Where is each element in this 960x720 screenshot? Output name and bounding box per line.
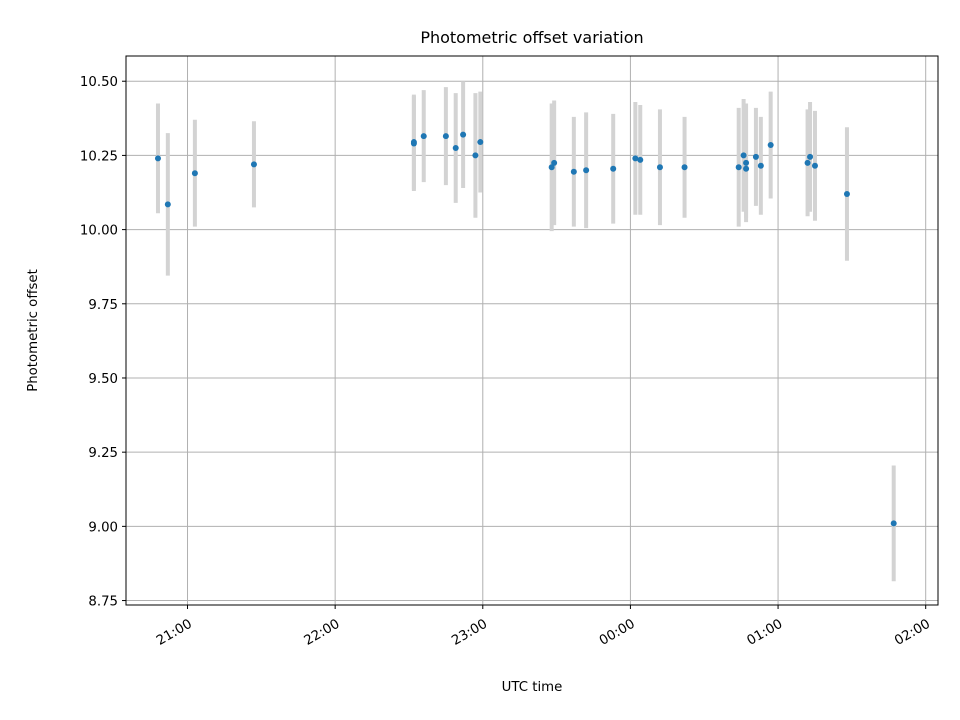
data-point [570, 168, 577, 175]
y-tick-label: 10.00 [80, 224, 118, 239]
data-points [154, 131, 897, 527]
data-point [452, 144, 459, 151]
data-point [442, 133, 449, 140]
data-point [735, 164, 742, 171]
y-tick-label: 9.25 [88, 446, 118, 461]
y-tick-label: 10.25 [80, 149, 118, 164]
data-point [632, 155, 639, 162]
y-axis-label: Photometric offset [26, 269, 41, 392]
data-point [807, 153, 814, 160]
data-point [656, 164, 663, 171]
x-axis-label: UTC time [502, 680, 563, 695]
data-point [767, 142, 774, 149]
data-point [637, 156, 644, 163]
y-tick-label: 9.50 [88, 372, 118, 387]
y-tick-label: 9.00 [88, 520, 118, 535]
data-point [610, 165, 617, 172]
data-point [743, 165, 750, 172]
data-point [548, 164, 555, 171]
data-point [164, 201, 171, 208]
data-point [191, 170, 198, 177]
y-tick-label: 8.75 [88, 595, 118, 610]
data-point [681, 164, 688, 171]
data-point [740, 152, 747, 159]
x-tick-label: 02:00 [892, 617, 933, 649]
x-tick-label: 21:00 [154, 617, 195, 649]
chart-title: Photometric offset variation [420, 28, 643, 47]
data-point [757, 162, 764, 169]
data-point [472, 152, 479, 159]
data-point [752, 153, 759, 160]
data-point [477, 139, 484, 146]
x-tick-label: 23:00 [449, 617, 490, 649]
data-point [890, 520, 897, 527]
data-point [460, 131, 467, 138]
x-tick-label: 01:00 [745, 617, 786, 649]
plot-frame [125, 55, 939, 606]
grid-lines [126, 56, 938, 605]
data-point [420, 133, 427, 140]
data-point [410, 139, 417, 146]
x-tick-label: 00:00 [597, 617, 638, 649]
error-bars [155, 81, 896, 582]
data-point [804, 159, 811, 166]
data-point [154, 155, 161, 162]
y-tick-label: 9.75 [88, 298, 118, 313]
x-tick-label: 22:00 [302, 617, 343, 649]
data-point [551, 159, 558, 166]
y-tick-label: 10.50 [80, 75, 118, 90]
data-point [811, 162, 818, 169]
data-point [743, 159, 750, 166]
data-point [250, 161, 257, 168]
data-point [843, 190, 850, 197]
data-point [583, 167, 590, 174]
